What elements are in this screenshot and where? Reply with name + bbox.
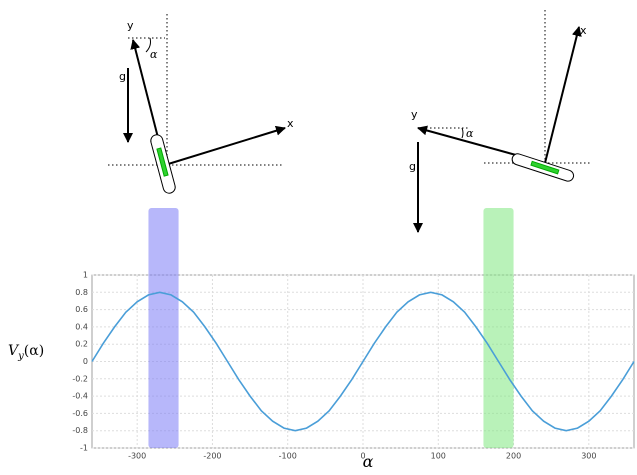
y-axis-label-main: V [8,343,20,359]
diagram-right: y x α g [409,10,590,233]
x-axis-label: α [363,452,374,471]
x-tick-label: -100 [279,452,297,461]
x-tick-label: 300 [581,452,596,461]
y-tick-label: 1 [83,271,88,280]
x-tick-label: 200 [506,452,521,461]
diagram-label: x [580,24,587,37]
highlight-band [148,208,179,448]
y-tick-label: 0 [83,357,88,366]
diagram-label: α [466,127,474,140]
x-tick-label: -200 [203,452,221,461]
highlight-band [483,208,514,448]
x-tick-label: 100 [431,452,446,461]
y-tick-label: -0.8 [72,426,88,435]
plot: -1 -0.8 -0.6 -0.4 -0.2 0 0.2 0.4 0.6 0.8 1 -300 -200… [72,208,635,461]
y-tick-label: 0.2 [75,340,88,349]
diagram-label: x [287,117,294,130]
diagram-label: y [127,19,134,32]
x-tick-label: -300 [128,452,146,461]
diagram-label: α [150,48,158,61]
diagram-label: y [411,108,418,121]
y-axis-label-sub: y [17,351,24,362]
diagram-label: g [409,160,416,173]
y-tick-label: 0.4 [75,322,88,331]
y-axis-label-rest: (α) [24,343,44,359]
y-tick-label: -1 [80,444,88,453]
y-tick-label: -0.2 [72,374,88,383]
y-tick-label: -0.4 [72,392,88,401]
diagram-label: g [119,70,126,83]
y-axis-label: Vy(α) [8,343,44,362]
x-tick-label: 0 [360,452,365,461]
y-tick-label: -0.6 [72,409,88,418]
y-tick-label: 0.6 [75,305,88,314]
y-tick-label: 0.8 [75,288,88,297]
diagram-left: y x α g [108,14,294,194]
series-line [91,291,635,432]
